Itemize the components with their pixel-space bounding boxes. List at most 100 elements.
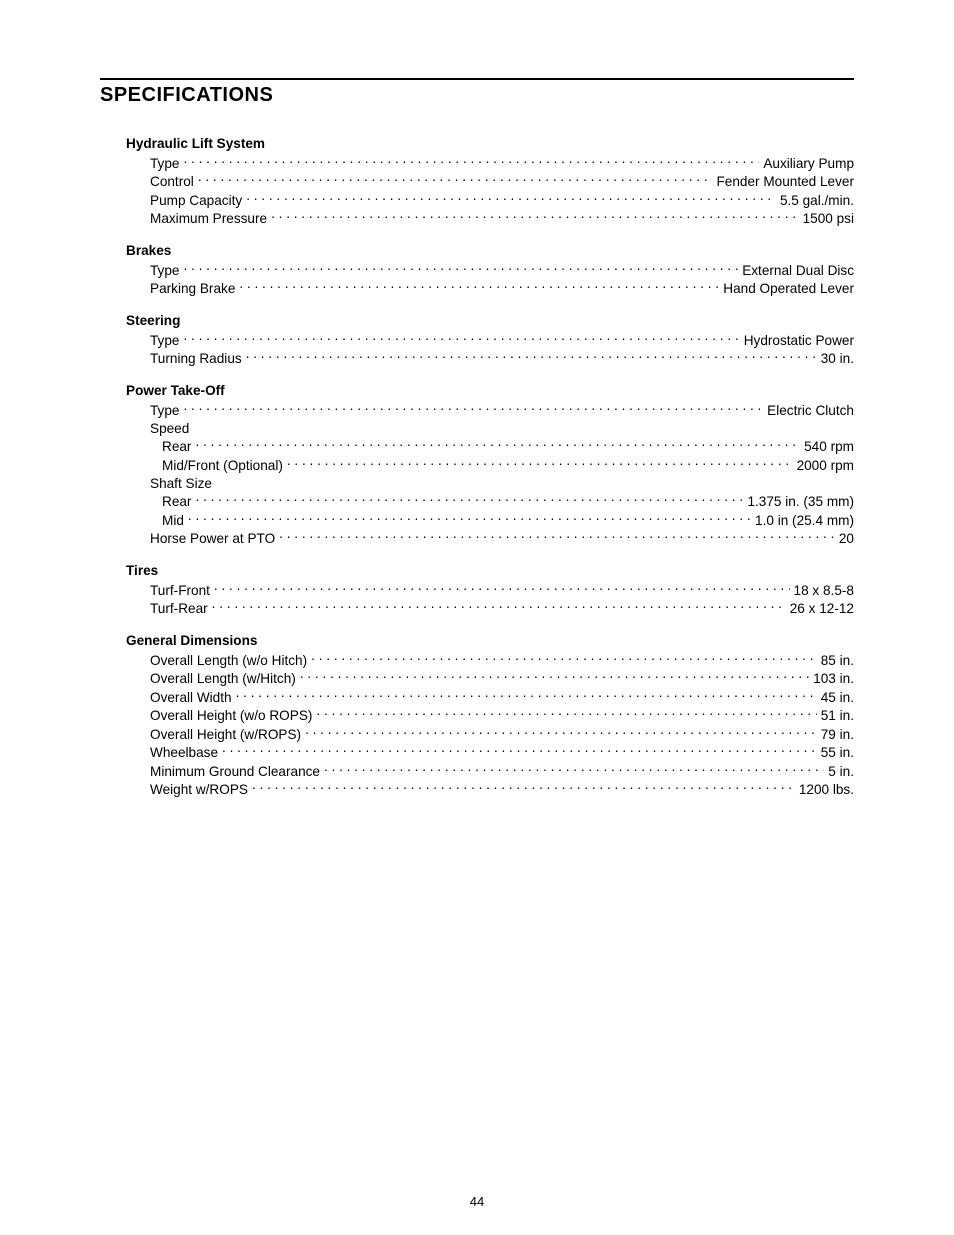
spec-row: Parking Brake Hand Operated Lever <box>150 280 854 299</box>
spec-row: Pump Capacity 5.5 gal./min. <box>150 191 854 210</box>
section-heading: Steering <box>126 312 854 330</box>
spec-label: Overall Length (w/o Hitch) <box>150 652 311 670</box>
spec-row: Type Hydrostatic Power <box>150 331 854 350</box>
spec-label: Pump Capacity <box>150 192 246 210</box>
spec-value: 5 in. <box>824 763 854 781</box>
spec-value: 26 x 12-12 <box>786 600 854 618</box>
leader-dots <box>188 511 751 525</box>
spec-value: 1.0 in (25.4 mm) <box>751 512 854 530</box>
spec-label: Overall Width <box>150 689 236 707</box>
spec-label: Type <box>150 262 183 280</box>
spec-label: Overall Length (w/Hitch) <box>150 670 300 688</box>
spec-value: Auxiliary Pump <box>759 155 854 173</box>
leader-dots <box>300 670 809 684</box>
section-heading: Power Take-Off <box>126 382 854 400</box>
spec-row: Weight w/ROPS 1200 lbs. <box>150 781 854 800</box>
spec-label: Mid/Front (Optional) <box>162 457 287 475</box>
spec-row: Turf-Rear 26 x 12-12 <box>150 600 854 619</box>
leader-dots <box>214 581 790 595</box>
spec-row: Overall Length (w/Hitch)103 in. <box>150 670 854 689</box>
page-number: 44 <box>0 1194 954 1209</box>
section-heading: Tires <box>126 562 854 580</box>
spec-value: 1500 psi <box>799 210 854 228</box>
spec-value: 51 in. <box>817 707 854 725</box>
leader-dots <box>195 437 800 451</box>
spec-label: Maximum Pressure <box>150 210 271 228</box>
leader-dots <box>305 725 817 739</box>
leader-dots <box>271 210 799 224</box>
spec-row: Control Fender Mounted Lever <box>150 172 854 191</box>
spec-label: Turf-Rear <box>150 600 212 618</box>
spec-value: Fender Mounted Lever <box>712 173 854 191</box>
leader-dots <box>311 651 817 665</box>
spec-value: 20 <box>835 530 854 548</box>
spec-row: Turf-Front18 x 8.5-8 <box>150 581 854 600</box>
spec-row: Overall Height (w/o ROPS) 51 in. <box>150 707 854 726</box>
spec-row: Type Electric Clutch <box>150 401 854 420</box>
spec-row: Mid1.0 in (25.4 mm) <box>162 511 854 530</box>
spec-value: Hydrostatic Power <box>740 332 854 350</box>
leader-dots <box>246 350 817 364</box>
leader-dots <box>239 280 719 294</box>
spec-row: Rear1.375 in. (35 mm) <box>162 492 854 511</box>
leader-dots <box>252 781 795 795</box>
spec-value: 85 in. <box>817 652 854 670</box>
spec-row: Overall Length (w/o Hitch) 85 in. <box>150 651 854 670</box>
leader-dots <box>198 172 713 186</box>
leader-dots <box>183 331 739 345</box>
spec-value: Electric Clutch <box>763 402 854 420</box>
spec-value: External Dual Disc <box>738 262 854 280</box>
spec-label: Wheelbase <box>150 744 222 762</box>
spec-row: Overall Height (w/ROPS) 79 in. <box>150 725 854 744</box>
page-title: SPECIFICATIONS <box>100 84 854 107</box>
leader-dots <box>236 688 817 702</box>
section-heading: General Dimensions <box>126 632 854 650</box>
spec-label: Rear <box>162 493 195 511</box>
spec-row: Type External Dual Disc <box>150 261 854 280</box>
spec-label: Weight w/ROPS <box>150 781 252 799</box>
leader-dots <box>183 401 763 415</box>
spec-row: Wheelbase 55 in. <box>150 744 854 763</box>
leader-dots <box>279 530 835 544</box>
spec-label: Horse Power at PTO <box>150 530 279 548</box>
spec-content: Hydraulic Lift SystemTypeAuxiliary PumpC… <box>126 135 854 799</box>
spec-label: Type <box>150 332 183 350</box>
spec-label: Parking Brake <box>150 280 239 298</box>
spec-value: Hand Operated Lever <box>719 280 854 298</box>
leader-dots <box>324 762 824 776</box>
leader-dots <box>212 600 786 614</box>
spec-row: Horse Power at PTO 20 <box>150 530 854 549</box>
leader-dots <box>195 492 743 506</box>
spec-value: 540 rpm <box>800 438 854 456</box>
section-heading: Hydraulic Lift System <box>126 135 854 153</box>
spec-label: Turf-Front <box>150 582 214 600</box>
spec-label: Overall Height (w/ROPS) <box>150 726 305 744</box>
spec-label: Type <box>150 155 183 173</box>
spec-row: Maximum Pressure 1500 psi <box>150 210 854 229</box>
spec-sublabel: Shaft Size <box>150 475 854 493</box>
spec-row: Minimum Ground Clearance 5 in. <box>150 762 854 781</box>
spec-value: 45 in. <box>817 689 854 707</box>
spec-label: Type <box>150 402 183 420</box>
section-heading: Brakes <box>126 242 854 260</box>
spec-value: 55 in. <box>817 744 854 762</box>
leader-dots <box>246 191 776 205</box>
spec-label: Minimum Ground Clearance <box>150 763 324 781</box>
leader-dots <box>183 154 759 168</box>
leader-dots <box>183 261 738 275</box>
spec-label: Turning Radius <box>150 350 246 368</box>
page: SPECIFICATIONS Hydraulic Lift SystemType… <box>0 0 954 1235</box>
top-rule <box>100 78 854 80</box>
spec-value: 5.5 gal./min. <box>776 192 854 210</box>
spec-value: 1200 lbs. <box>795 781 854 799</box>
spec-row: Type Auxiliary Pump <box>150 154 854 173</box>
spec-sublabel: Speed <box>150 420 854 438</box>
leader-dots <box>316 707 816 721</box>
spec-row: Turning Radius30 in. <box>150 350 854 369</box>
spec-value: 79 in. <box>817 726 854 744</box>
spec-label: Overall Height (w/o ROPS) <box>150 707 316 725</box>
spec-label: Rear <box>162 438 195 456</box>
spec-row: Mid/Front (Optional)2000 rpm <box>162 456 854 475</box>
spec-row: Overall Width 45 in. <box>150 688 854 707</box>
spec-label: Control <box>150 173 198 191</box>
